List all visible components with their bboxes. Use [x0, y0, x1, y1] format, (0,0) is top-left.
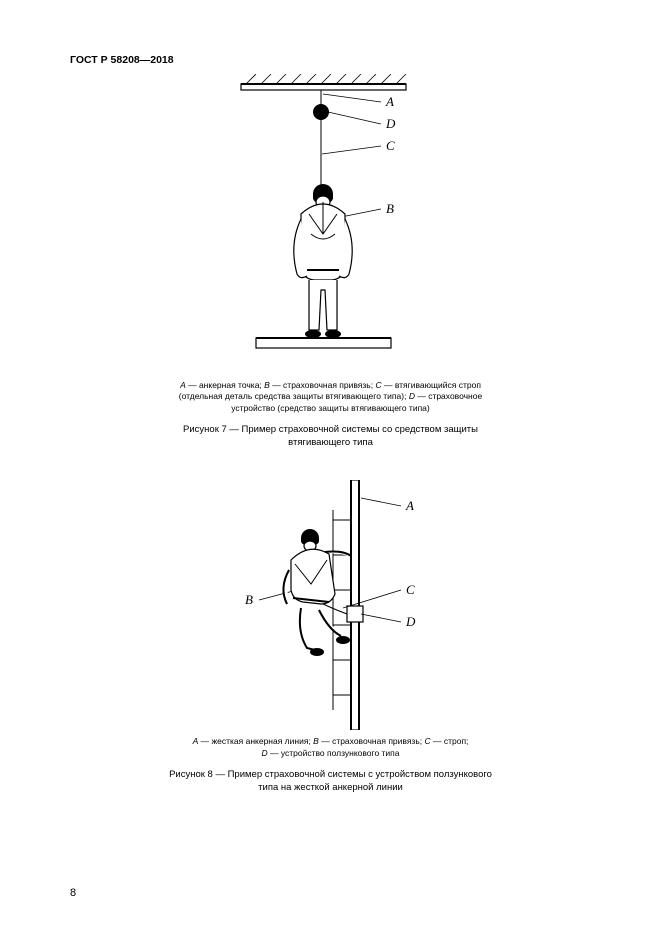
- page-number: 8: [70, 887, 76, 899]
- fig8-label-D: D: [405, 614, 416, 629]
- climber-icon: [283, 529, 351, 656]
- fig7-label-C: C: [386, 138, 395, 153]
- page: ГОСТ Р 58208—2018: [0, 0, 661, 935]
- fig7-legend: A — анкерная точка; B — страховочная при…: [70, 380, 591, 414]
- figure-8-svg: A C D B: [201, 480, 461, 730]
- fig8-label-A: A: [405, 498, 414, 513]
- fig7-label-B: B: [386, 201, 394, 216]
- fig8-caption: Рисунок 8 — Пример страховочной системы …: [70, 769, 591, 795]
- fig8-label-B: B: [245, 592, 253, 607]
- fig8-legend: A — жесткая анкерная линия; B — страхово…: [70, 736, 591, 759]
- figure-7-svg: A D C B: [201, 74, 461, 374]
- person-icon: [293, 184, 351, 338]
- fig7-label-A: A: [385, 94, 394, 109]
- figure-7: A D C B: [70, 74, 591, 450]
- doc-header: ГОСТ Р 58208—2018: [70, 54, 591, 66]
- fig7-label-D: D: [385, 116, 396, 131]
- fig7-caption: Рисунок 7 — Пример страховочной системы …: [70, 424, 591, 450]
- figure-8: A C D B: [70, 480, 591, 795]
- fig8-label-C: C: [406, 582, 415, 597]
